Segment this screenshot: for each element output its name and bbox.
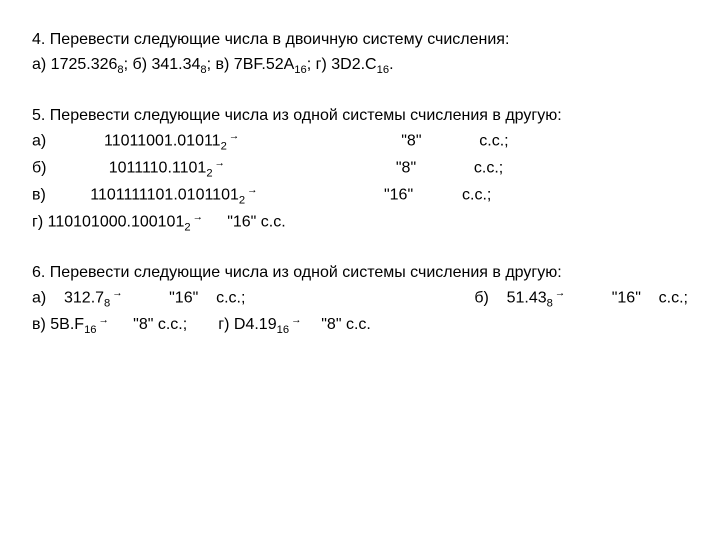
- q5-a-mid: "8" с.с.;: [241, 132, 508, 149]
- q6-a-mid: "16" с.с.;: [125, 289, 246, 306]
- q6-d-mid: "8" с.с.: [303, 316, 370, 333]
- arrow-icon: →: [245, 185, 259, 196]
- q6-d: г) D4.1916→ "8" с.с.: [218, 316, 371, 333]
- q4-a-prefix: а) 1725.326: [32, 56, 117, 73]
- q4-b-sep: ; в) 7BF.52A: [207, 56, 295, 73]
- spacer: [32, 79, 688, 104]
- q6-c-mid: "8" с.с.;: [111, 316, 187, 333]
- q6-a: а) 312.78→ "16" с.с.;: [32, 286, 245, 313]
- arrow-icon: →: [553, 288, 567, 299]
- q6-b-mid: "16" с.с.;: [567, 289, 688, 306]
- q6-b-sub: 8: [547, 298, 553, 310]
- q6-b-lead: б) 51.43: [474, 289, 546, 306]
- q5-c-mid: "16" с.с.;: [260, 186, 492, 203]
- q6-b: б) 51.438→ "16" с.с.;: [474, 286, 688, 313]
- q5-d-sub: 2: [184, 221, 190, 233]
- q5-b: б) 1011110.11012→ "8" с.с.;: [32, 156, 688, 183]
- q6-d-lead: г) D4.19: [218, 316, 276, 333]
- q5-a-lead: а) 11011001.01011: [32, 132, 221, 149]
- q5-title: 5. Перевести следующие числа из одной си…: [32, 104, 688, 129]
- arrow-icon: →: [110, 288, 124, 299]
- q6-c-lead: в) 5B.F: [32, 316, 84, 333]
- q5-d-lead: г) 110101000.100101: [32, 213, 184, 230]
- q6-a-sub: 8: [104, 298, 110, 310]
- q6-line1: а) 312.78→ "16" с.с.; б) 51.438→ "16" с.…: [32, 286, 688, 313]
- q5-d: г) 110101000.1001012→ "16" с.с.: [32, 210, 688, 237]
- arrow-icon: →: [227, 131, 241, 142]
- q6-d-sub: 16: [277, 324, 289, 336]
- q5-b-mid: "8" с.с.;: [227, 159, 503, 176]
- arrow-icon: →: [289, 315, 303, 326]
- q5-b-lead: б) 1011110.1101: [32, 159, 206, 176]
- q5-d-mid: "16" с.с.: [205, 213, 286, 230]
- arrow-icon: →: [213, 158, 227, 169]
- q4-d-sub: 16: [377, 64, 389, 76]
- q5-a: а) 11011001.010112→ "8" с.с.;: [32, 129, 688, 156]
- q4-a-sep: ; б) 341.34: [124, 56, 201, 73]
- q6-line2: в) 5B.F16→ "8" с.с.; г) D4.1916→ "8" с.с…: [32, 313, 688, 340]
- q5-c: в) 1101111101.01011012→ "16" с.с.;: [32, 183, 688, 210]
- q4-c-sub: 16: [294, 64, 306, 76]
- q6-a-lead: а) 312.7: [32, 289, 104, 306]
- q4-tail: .: [389, 56, 393, 73]
- q4-title: 4. Перевести следующие числа в двоичную …: [32, 28, 688, 53]
- q6-title: 6. Перевести следующие числа из одной си…: [32, 261, 688, 286]
- arrow-icon: →: [191, 212, 205, 223]
- spacer: [32, 236, 688, 261]
- q5-a-sub: 2: [221, 140, 227, 152]
- q6-c-sub: 16: [84, 324, 96, 336]
- q6-c: в) 5B.F16→ "8" с.с.;: [32, 316, 187, 333]
- document-page: 4. Перевести следующие числа в двоичную …: [0, 0, 720, 368]
- q4-items: а) 1725.3268; б) 341.348; в) 7BF.52A16; …: [32, 53, 688, 80]
- q5-c-sub: 2: [239, 194, 245, 206]
- q5-c-lead: в) 1101111101.0101101: [32, 186, 239, 203]
- q4-c-sep: ; г) 3D2.C: [307, 56, 377, 73]
- q5-b-sub: 2: [206, 167, 212, 179]
- arrow-icon: →: [97, 315, 111, 326]
